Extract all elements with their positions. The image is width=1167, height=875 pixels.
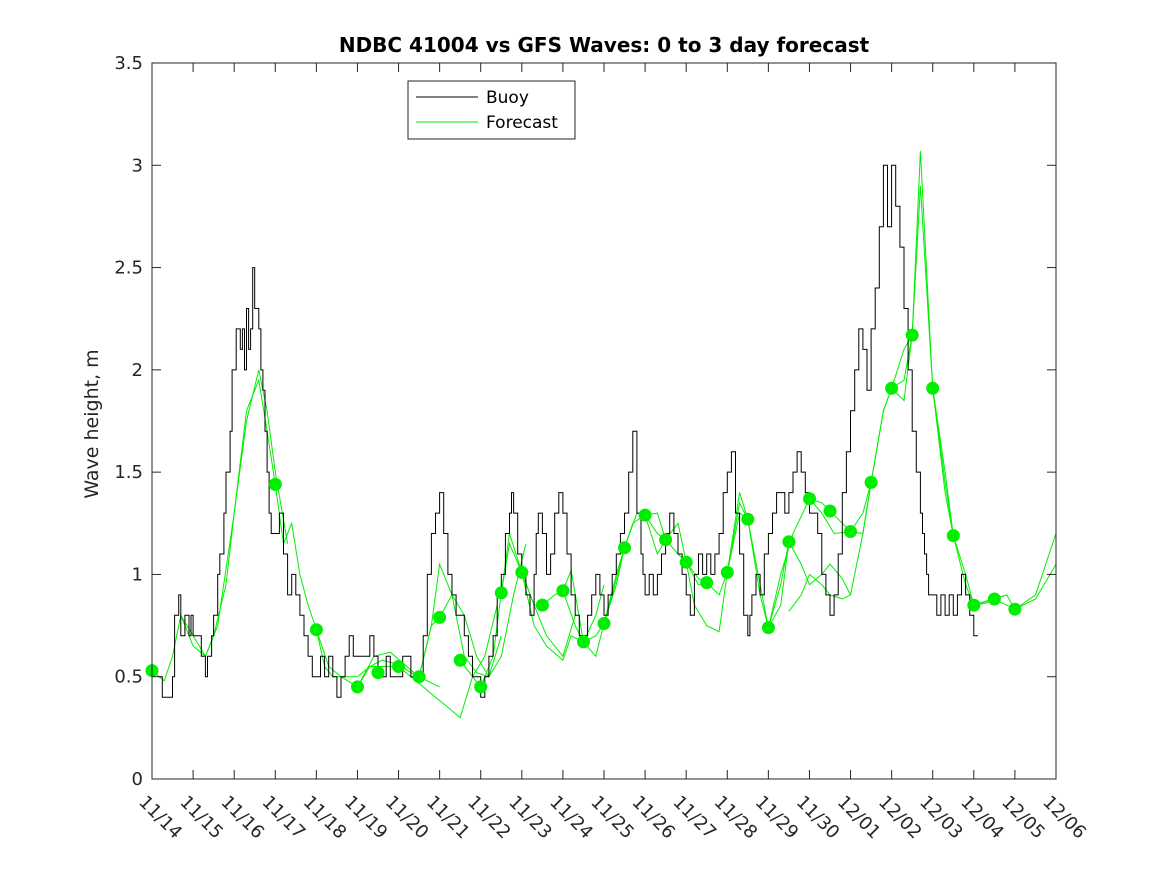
forecast-marker [597,617,611,630]
forecast-marker [638,508,652,522]
forecast-marker [823,504,837,518]
y-tick-label: 1.5 [114,462,143,483]
y-axis-label: Wave height, m [81,349,103,498]
legend-label-forecast: Forecast [486,113,558,133]
forecast-marker [761,621,775,635]
forecast-marker [885,381,899,395]
forecast-marker [782,535,796,549]
legend: Buoy Forecast [407,80,576,140]
y-tick-label: 2.5 [114,258,143,279]
forecast-marker [679,555,693,569]
forecast-run-line-21 [932,388,1057,610]
forecast-marker [433,610,447,624]
forecast-marker [659,533,673,547]
forecast-marker [392,660,405,673]
forecast-marker [967,598,981,612]
forecast-marker [905,328,919,342]
forecast-marker [844,525,857,538]
y-tick-label: 3.5 [114,53,143,74]
forecast-marker [946,529,960,543]
buoy-series [158,164,978,698]
forecast-markers [145,328,1022,694]
plot-area [145,62,1057,780]
forecast-marker [1008,602,1022,616]
forecast-marker [741,512,755,526]
forecast-marker [864,475,878,489]
forecast-marker [351,680,364,694]
forecast-marker [515,565,529,579]
buoy-line [158,164,978,698]
forecast-marker [268,477,282,491]
forecast-marker [577,635,590,649]
forecast-marker [926,381,940,395]
y-tick-label: 3 [132,155,143,176]
y-tick-label: 2 [132,360,143,381]
forecast-marker [987,592,1001,606]
forecast-marker [535,598,549,612]
forecast-run-line-9 [500,533,605,662]
y-tick-label: 0.5 [114,667,143,688]
forecast-run-line-2 [180,369,289,658]
forecast-run-line-12 [603,512,707,624]
forecast-marker [474,680,488,694]
forecast-marker [453,653,467,667]
y-axis-ticks: 0 0.5 1 1.5 2 2.5 3 3.5 [114,53,1056,790]
forecast-marker [309,623,323,637]
forecast-marker [720,565,734,579]
axes-background [152,63,1056,779]
forecast-marker [412,670,426,684]
chart-title: NDBC 41004 vs GFS Waves: 0 to 3 day fore… [339,33,870,57]
legend-box [407,80,576,140]
y-tick-label: 0 [132,769,143,790]
y-tick-label: 1 [132,564,143,585]
forecast-marker [803,492,816,506]
forecast-marker [618,541,631,555]
forecast-marker [494,586,508,600]
forecast-marker [371,666,385,680]
forecast-marker [556,584,570,598]
legend-label-buoy: Buoy [486,88,529,108]
forecast-marker [700,576,714,590]
